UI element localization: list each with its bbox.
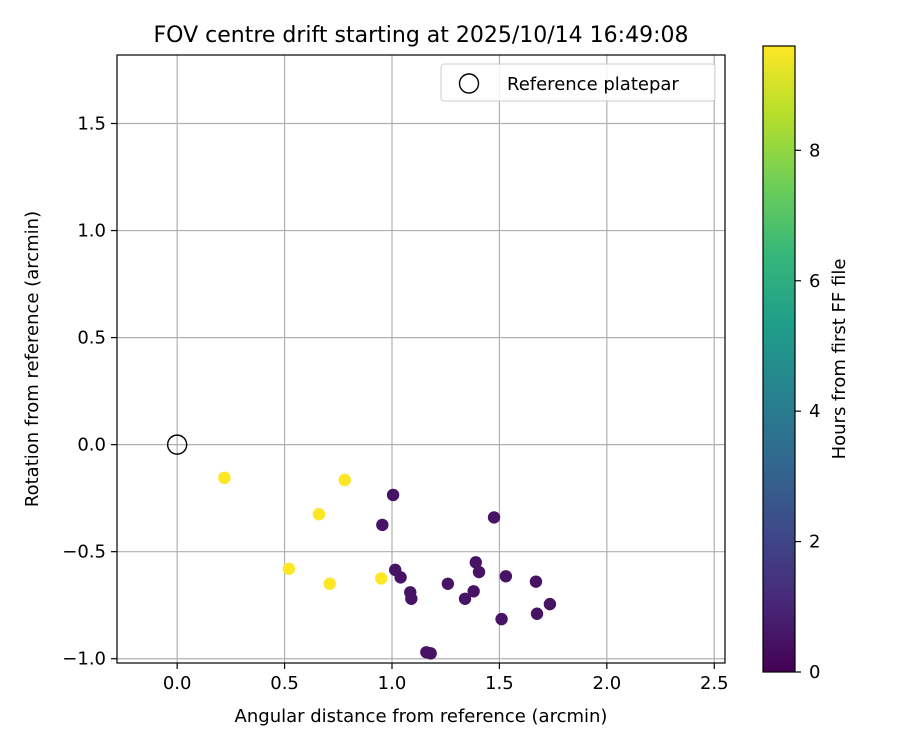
data-point <box>495 612 508 626</box>
data-point <box>441 577 455 590</box>
data-point <box>376 518 389 532</box>
data-point <box>469 556 482 569</box>
y-tick-label: 1.5 <box>77 114 106 135</box>
data-point <box>543 597 557 611</box>
x-tick-label: 1.5 <box>485 673 514 694</box>
plot-frame <box>116 54 726 664</box>
y-tick-label: −1.0 <box>62 649 106 670</box>
colorbar-tick-label: 8 <box>809 140 820 161</box>
data-point <box>424 647 437 660</box>
y-tick-label: 1.0 <box>77 221 106 242</box>
data-point <box>375 572 388 585</box>
colorbar: 0 2 4 6 8 Hours from first FF file <box>762 45 850 683</box>
x-tick-label: 2.0 <box>593 673 622 694</box>
legend-marker-icon <box>458 73 480 94</box>
legend-box <box>440 63 716 102</box>
y-axis-label: Rotation from reference (arcmin) <box>22 211 43 507</box>
data-point <box>282 562 296 576</box>
grid <box>117 55 725 663</box>
colorbar-tick-label: 0 <box>809 662 820 683</box>
x-axis-ticks: 0.0 0.5 1.0 1.5 2.0 2.5 <box>163 663 729 694</box>
x-tick-label: 2.5 <box>700 673 729 694</box>
colorbar-label: Hours from first FF file <box>829 259 850 460</box>
data-point <box>487 511 501 524</box>
x-tick-label: 0.0 <box>163 673 192 694</box>
y-tick-label: 0.5 <box>77 328 106 349</box>
y-axis-ticks: −1.0 −0.5 0.0 0.5 1.0 1.5 <box>62 114 117 670</box>
data-point <box>529 575 543 588</box>
x-axis-label: Angular distance from reference (arcmin) <box>235 706 608 727</box>
x-tick-label: 1.0 <box>378 673 407 694</box>
data-point <box>530 607 544 620</box>
data-point <box>458 592 472 605</box>
data-point <box>405 592 418 605</box>
y-tick-label: −0.5 <box>62 542 106 563</box>
data-points <box>218 471 557 660</box>
data-point <box>312 508 326 521</box>
y-tick-label: 0.0 <box>77 435 106 456</box>
data-point <box>472 565 486 579</box>
colorbar-tick-label: 2 <box>809 532 820 553</box>
data-point <box>338 473 351 487</box>
data-point <box>218 471 231 485</box>
legend: Reference platepar <box>440 63 716 102</box>
data-point <box>386 488 400 502</box>
x-tick-label: 0.5 <box>270 673 299 694</box>
colorbar-tick-label: 6 <box>809 271 820 292</box>
colorbar-tick-label: 4 <box>809 401 820 422</box>
data-point <box>499 570 513 583</box>
colorbar-gradient <box>762 45 796 673</box>
colorbar-ticks: 0 2 4 6 8 <box>795 140 820 683</box>
data-point <box>323 577 336 590</box>
data-point <box>467 585 480 598</box>
reference-marker <box>166 434 188 455</box>
chart-title: FOV centre drift starting at 2025/10/14 … <box>154 23 689 48</box>
reference-marker-group <box>166 434 188 455</box>
data-point <box>394 571 407 584</box>
legend-label: Reference platepar <box>507 74 679 95</box>
